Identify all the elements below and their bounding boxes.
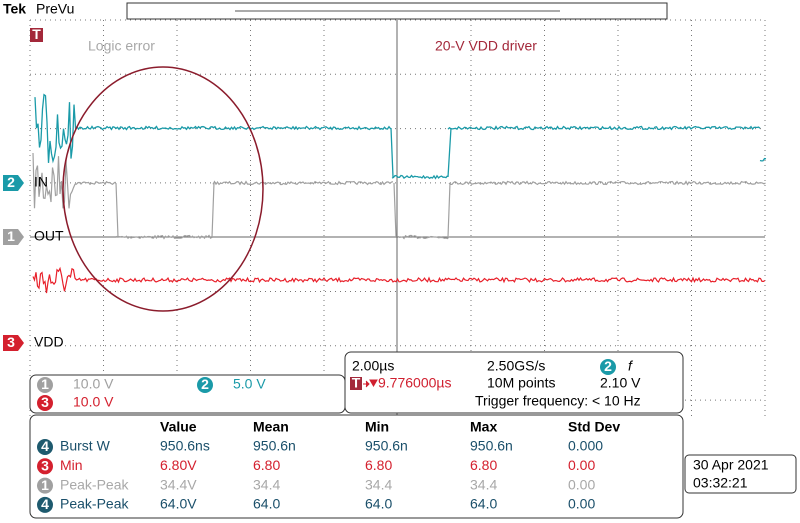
column-header: Max [470,419,497,435]
measurement-cell: 950.6n [365,438,408,454]
annotation: Logic error [88,38,155,54]
sample-rate: 2.50GS/s [487,358,545,374]
trigger-badge-text: T [352,375,361,391]
measurement-cell: 6.80V [160,457,197,473]
measurement-cell: 34.4 [365,476,392,492]
channel-number: 2 [7,174,15,190]
measurement-cell: 0.00 [568,476,595,492]
source-badge [37,458,53,475]
scales: 1 10.0 V 2 5.0 V 3 10.0 V [37,376,266,411]
scale-channel: 3 [41,394,49,410]
measurement-box [29,414,684,519]
source-badge [37,439,53,455]
trace-out [32,152,766,240]
time: 03:32:21 [693,475,748,491]
measurement-cell: 0.00 [568,457,595,473]
column-header: Mean [253,419,289,435]
channel-badge [3,335,24,351]
measurement-cell: 950.6n [470,438,513,454]
trigger-position: 9.776000µs [378,375,451,391]
graticule [29,19,766,420]
date: 30 Apr 2021 [693,457,769,473]
channel-label: IN [34,174,48,190]
source-badge [37,496,53,513]
source: 4 [41,496,49,512]
channel-label: VDD [34,334,64,350]
trigger-slope: f [628,358,634,374]
measurement-cell: 6.80 [253,457,280,473]
brand: Tek [3,1,26,17]
trigger-badge [350,377,362,390]
trigger-frequency: Trigger frequency: < 10 Hz [475,393,641,409]
trigger-level: 2.10 V [600,375,641,391]
annotation: 20-V VDD driver [435,38,537,54]
channel-badge [600,359,616,375]
measurement-cell: 34.4 [253,476,280,492]
measurement-name: Peak-Peak [60,496,129,512]
measurement-cell: 64.0 [253,496,280,512]
scale-value: 10.0 V [73,394,114,410]
measurement-cell: 6.80 [470,457,497,473]
measurement-cell: 950.6ns [160,438,210,454]
measurement-cell: 64.0 [470,496,497,512]
trace-vdd [32,266,766,294]
trigger-arrow [363,379,378,388]
measurement-name: Min [60,457,83,473]
trigger-marker: T [32,26,41,42]
column-header: Std Dev [568,419,620,435]
scale-channel: 2 [201,376,209,392]
highlight-ellipse [62,66,264,312]
measurement-name: Peak-Peak [60,476,129,492]
channel-label: OUT [34,228,64,244]
scale-value: 10.0 V [73,376,114,392]
source-badge [37,477,53,494]
scale-channel: 1 [41,376,49,392]
measurement-cell: 0.000 [568,438,603,454]
channel-labels: 2 IN 1 OUT 3 VDD [3,174,64,351]
channel-number: 3 [7,334,15,350]
measurement-cell: 0.00 [568,496,595,512]
channel-number: 1 [7,228,15,244]
measurement-table: Value Mean Min Max Std Dev 4 Burst W 950.6ns 950… [37,419,620,513]
measurement-cell: 34.4V [160,476,197,492]
trigger-channel: 2 [604,358,612,374]
source: 3 [41,458,49,474]
source: 4 [41,438,49,454]
measurement-cell: 6.80 [365,457,392,473]
measurement-cell: 64.0V [160,496,197,512]
channel-badge [37,395,53,411]
scale-value: 5.0 V [233,376,266,392]
channel-badge [3,175,24,191]
record-length: 10M points [487,375,555,391]
mode: PreVu [36,1,74,17]
measurement-name: Burst W [60,438,111,454]
datetime-box [684,454,797,494]
trigger-badge [30,28,43,42]
trace-in [34,93,767,180]
channel-badge [3,229,24,245]
measurement-cell: 34.4 [470,476,497,492]
column-header: Value [160,419,197,435]
measurement-cell: 64.0 [365,496,392,512]
timebase-box [344,351,684,414]
channel-badge [37,377,53,393]
measurement-cell: 950.6n [253,438,296,454]
source: 1 [41,477,49,493]
waveforms [32,93,767,294]
channel-badge [197,377,213,393]
column-header: Min [365,419,389,435]
horizontal-scale: 2.00µs [352,358,394,374]
